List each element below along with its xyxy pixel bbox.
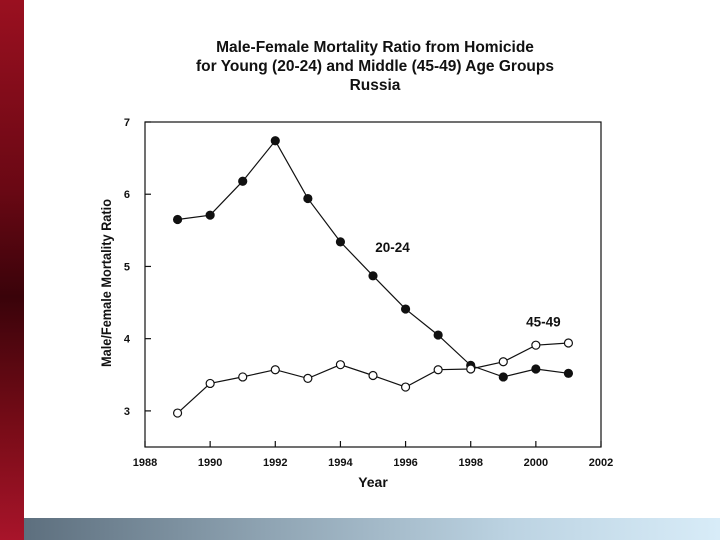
x-tick-label: 1994 (328, 457, 353, 469)
data-point-45-49 (433, 365, 443, 375)
series-label-20-24: 20-24 (375, 240, 410, 255)
data-point-45-49 (368, 370, 378, 381)
x-tick-label: 1998 (458, 457, 482, 469)
data-point-20-24 (531, 364, 541, 374)
y-tick-label: 4 (124, 334, 131, 346)
data-point-20-24 (172, 214, 183, 225)
series-label-45-49: 45-49 (526, 314, 561, 329)
x-axis-title: Year (358, 474, 388, 490)
x-tick-label: 1992 (263, 457, 287, 469)
series-line-20-24 (177, 139, 569, 378)
series-layer: 20-24 45-49 (172, 136, 574, 418)
chart-title-line-3: Russia (349, 77, 401, 94)
x-tick-label: 1988 (133, 457, 157, 469)
y-tick-label: 5 (124, 261, 130, 273)
x-tick-label: 2002 (589, 457, 613, 469)
x-tick-label: 2000 (524, 457, 548, 469)
y-tick-label: 3 (124, 406, 130, 418)
data-point-45-49 (498, 357, 508, 367)
chart-title-line-1: Male-Female Mortality Ratio from Homicid… (216, 39, 534, 56)
data-point-45-49 (238, 372, 248, 382)
x-tick-label: 1990 (198, 457, 222, 469)
data-point-45-49 (466, 364, 476, 374)
y-tick-label: 7 (124, 117, 130, 129)
chart-title-line-2: for Young (20-24) and Middle (45-49) Age… (196, 58, 554, 75)
data-point-45-49 (531, 340, 541, 350)
chart-title: Male-Female Mortality Ratio from Homicid… (120, 38, 630, 95)
data-point-45-49 (303, 373, 313, 383)
x-tick-label: 1996 (393, 457, 417, 469)
plot-frame (144, 121, 602, 448)
data-point-45-49 (400, 382, 411, 392)
left-accent-bar (0, 0, 24, 540)
data-point-45-49 (205, 378, 215, 389)
data-point-20-24 (303, 193, 313, 204)
data-point-20-24 (205, 210, 215, 220)
axes-layer: 1988 1990 1992 1994 1996 1998 2000 2002 3 4 5 6 7 (124, 117, 613, 469)
data-point-45-49 (563, 338, 574, 348)
data-point-45-49 (270, 365, 280, 375)
data-point-20-24 (400, 304, 411, 314)
data-point-45-49 (335, 360, 346, 370)
bottom-accent-bar (24, 518, 720, 540)
data-point-20-24 (270, 136, 280, 146)
data-point-20-24 (368, 271, 378, 281)
data-point-20-24 (563, 368, 574, 378)
data-point-45-49 (172, 408, 183, 418)
y-tick-label: 6 (124, 189, 130, 201)
data-point-20-24 (335, 237, 346, 247)
data-point-20-24 (498, 372, 508, 382)
data-point-20-24 (433, 330, 443, 340)
y-axis-title: Male/Female Mortality Ratio (98, 199, 114, 367)
data-point-20-24 (238, 176, 248, 186)
